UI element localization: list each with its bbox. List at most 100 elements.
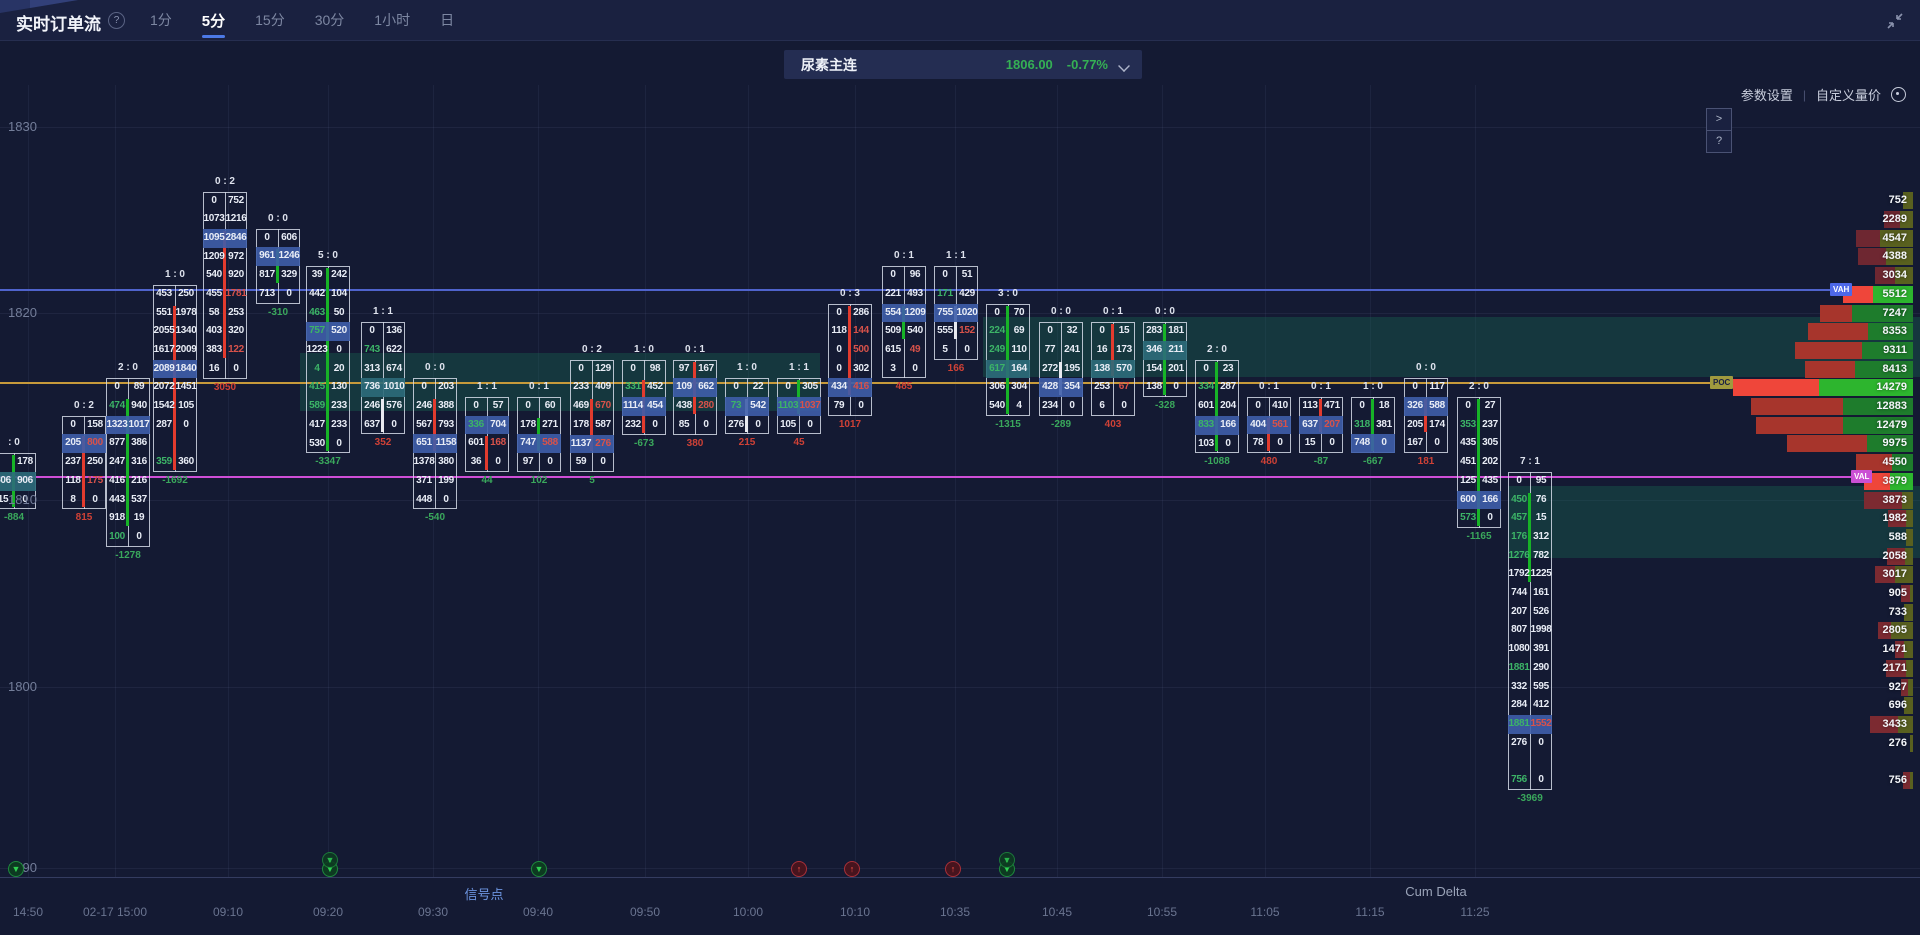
bid-volume: 272	[1042, 362, 1058, 374]
profile-volume-label: 3433	[1882, 717, 1907, 730]
tab-日[interactable]: 日	[440, 12, 455, 28]
delta-footer: -540	[424, 512, 445, 524]
footprint-column[interactable]: 1 : 1 0 305 1103 1037 105 0 45	[777, 362, 821, 448]
footprint-row: 138 570	[1091, 359, 1135, 379]
param-settings-link[interactable]: 参数设置	[1740, 88, 1793, 103]
cum-delta-lane-label[interactable]: Cum Delta	[1405, 884, 1467, 899]
bid-volume: 637	[364, 418, 380, 430]
signal-marker-red[interactable]: ↑	[791, 861, 807, 877]
bid-volume: 3	[890, 362, 896, 374]
ask-volume: 280	[698, 400, 714, 412]
signal-marker-green[interactable]: ▼	[322, 852, 338, 868]
ask-volume: 940	[131, 400, 147, 412]
ask-volume: 0	[183, 418, 189, 430]
ask-volume: 622	[386, 343, 402, 355]
footprint-row: 105 0	[777, 416, 821, 435]
footprint-row: 755 1020	[934, 303, 978, 323]
footprint-column[interactable]: 1 : 1 0 57 336 704 601 168 36 0 44	[465, 381, 509, 486]
footprint-column[interactable]: 1 : 0 0 18 318 381 748 0 -667	[1351, 381, 1395, 467]
bid-volume: 474	[109, 400, 125, 412]
footprint-column[interactable]: 7 : 1 0 95 450 76 457 15 176 312 1276 782 1792 1225 7…	[1508, 456, 1552, 804]
ask-volume: 216	[131, 474, 147, 486]
signal-marker-red[interactable]: ↑	[945, 861, 961, 877]
footprint-column[interactable]: 0 : 0 0 117 326 588 205 174 167 0 181	[1404, 362, 1448, 467]
footprint-column[interactable]: 1 : 0 0 22 73 542 276 0 215	[725, 362, 769, 448]
bid-volume: 554	[885, 306, 901, 318]
ask-volume: 20	[333, 362, 345, 374]
bid-volume: 589	[309, 400, 325, 412]
bid-volume	[153, 434, 175, 453]
footprint-column[interactable]: 0 : 1 0 96 221 493 554 1209 509 540 615 49 3 0 485	[882, 250, 926, 392]
footprint-column[interactable]: 1 : 1 0 51 171 429 755 1020 555 152 5 0 166	[934, 250, 978, 374]
custom-volume-link[interactable]: 自定义量价	[1815, 88, 1881, 103]
signal-marker-green[interactable]: ▼	[8, 861, 24, 877]
footprint-column[interactable]: 1 : 1 0 136 743 622 313 674 736 1010 246 576 637 0 35…	[361, 306, 405, 448]
footprint-column[interactable]: 5 : 0 39 242 442 104 463 50 757 520 1223 0 4 20 415 13…	[306, 250, 350, 467]
profile-sell-bar	[1787, 435, 1867, 453]
footprint-column[interactable]: 2 : 0 0 27 353 237 435 305 451 202 125 435 600 166 57…	[1457, 381, 1501, 542]
footprint-column[interactable]: 1 : 0 453 250 551 1978 2055 1340 1617 2009 2089 18…	[153, 269, 197, 486]
footprint-column[interactable]: 0 : 2 0 752 1073 1216 1095 2846 1209 972 540 920 45…	[203, 176, 247, 393]
footprint-row: 113 471	[1299, 397, 1343, 416]
footprint-column[interactable]: 0 : 2 0 158 205 800 237 250 118 175 8 0 815	[62, 400, 106, 523]
bid-volume: 615	[885, 344, 901, 356]
footprint-column[interactable]: 0 : 1 113 471 637 207 15 0 -87	[1299, 381, 1343, 467]
volume-profile-row: 2805	[1878, 622, 1913, 640]
footprint-row: 0 27	[1457, 397, 1501, 416]
panel-help-button[interactable]: ?	[1706, 130, 1732, 153]
tab-15分[interactable]: 15分	[255, 12, 285, 28]
bid-volume: 284	[1511, 699, 1527, 711]
bid-volume: 743	[364, 343, 380, 355]
footprint-column[interactable]: 2 : 0 0 89 474 940 1323 1017 877 386 247 316 416 216…	[106, 362, 150, 561]
footprint-column[interactable]: 1 : 0 0 98 331 452 1114 454 232 0 -673	[622, 344, 666, 449]
footprint-row: 0 410	[1247, 397, 1291, 416]
footprint-row: 0 129	[570, 360, 614, 379]
footprint-column[interactable]: 3 : 0 0 70 224 69 249 110 617 164 306 304 540 4 -1315	[986, 288, 1030, 430]
bid-volume: 736	[364, 381, 380, 393]
footprint-row: 97 167	[673, 360, 717, 379]
footprint-row: 178	[0, 453, 36, 472]
delta-footer: 45	[793, 437, 805, 449]
profile-volume-label: 4388	[1882, 250, 1907, 263]
bid-volume: 448	[416, 493, 432, 505]
footprint-row: 326 588	[1404, 397, 1448, 416]
expand-panel-button[interactable]: >	[1706, 108, 1732, 131]
footprint-column[interactable]: 2 : 0 0 23 334 287 601 204 833 166 103 0 -1088	[1195, 344, 1239, 467]
signal-marker-red[interactable]: ↑	[844, 861, 860, 877]
footprint-column[interactable]: 0 : 1 0 410 404 561 78 0 480	[1247, 381, 1291, 467]
footprint-column[interactable]: 0 : 1 97 167 109 662 438 280 85 0 380	[673, 344, 717, 449]
signal-lane-label[interactable]: 信号点	[464, 887, 504, 902]
footprint-column[interactable]: 0 : 2 0 129 233 409 469 670 178 587 1137 276 59 0 5	[570, 344, 614, 486]
footprint-row: 0 500	[828, 341, 872, 360]
signal-marker-green[interactable]: ▼	[999, 852, 1015, 868]
collapse-icon[interactable]	[1886, 12, 1904, 30]
tab-1小时[interactable]: 1小时	[374, 12, 411, 28]
bid-volume: 443	[109, 493, 125, 505]
footprint-column[interactable]: 0 : 0 0 606 961 1246 817 329 713 0 -310	[256, 213, 300, 318]
bid-volume: 0	[421, 381, 427, 393]
profile-volume-label: 8353	[1882, 325, 1907, 338]
footprint-column[interactable]: 0 : 1 0 15 16 173 138 570 253 67 6 0 403	[1091, 306, 1135, 430]
footprint-column[interactable]: 0 : 0 283 181 346 211 154 201 138 0 -328	[1143, 306, 1187, 411]
bid-volume: 757	[309, 325, 325, 337]
footprint-row: 78 0	[1247, 434, 1291, 453]
ask-volume: 117	[1429, 381, 1445, 393]
gear-icon[interactable]	[1891, 87, 1906, 102]
footprint-column[interactable]: 0 : 0 0 32 77 241 272 195 428 354 234 0 -289	[1039, 306, 1083, 430]
footprint-column[interactable]: 0 : 3 0 286 118 144 0 500 0 302 434 416 79 0 1017	[828, 288, 872, 430]
ask-volume: 782	[1533, 549, 1549, 561]
bid-volume: 73	[730, 400, 742, 412]
tab-30分[interactable]: 30分	[314, 12, 345, 28]
footprint-column[interactable]: 0 : 0 0 203 246 388 567 793 651 1158 1378 380 371 19…	[413, 362, 457, 523]
ask-volume: 0	[652, 418, 658, 430]
footprint-column[interactable]: : 0 178 806 906 15 0 -884	[0, 437, 36, 523]
bid-volume: 713	[259, 287, 275, 299]
signal-marker-green[interactable]: ▼	[531, 861, 547, 877]
tab-1分[interactable]: 1分	[150, 12, 172, 28]
profile-sell-bar	[1875, 566, 1895, 584]
candle-body-line	[1111, 324, 1114, 377]
tab-5分[interactable]: 5分	[200, 1, 227, 40]
help-icon[interactable]: ?	[108, 12, 125, 29]
symbol-selector[interactable]: 尿素主连 1806.00 -0.77%	[784, 50, 1142, 79]
footprint-column[interactable]: 0 : 1 0 60 178 271 747 588 97 0 102	[517, 381, 561, 486]
